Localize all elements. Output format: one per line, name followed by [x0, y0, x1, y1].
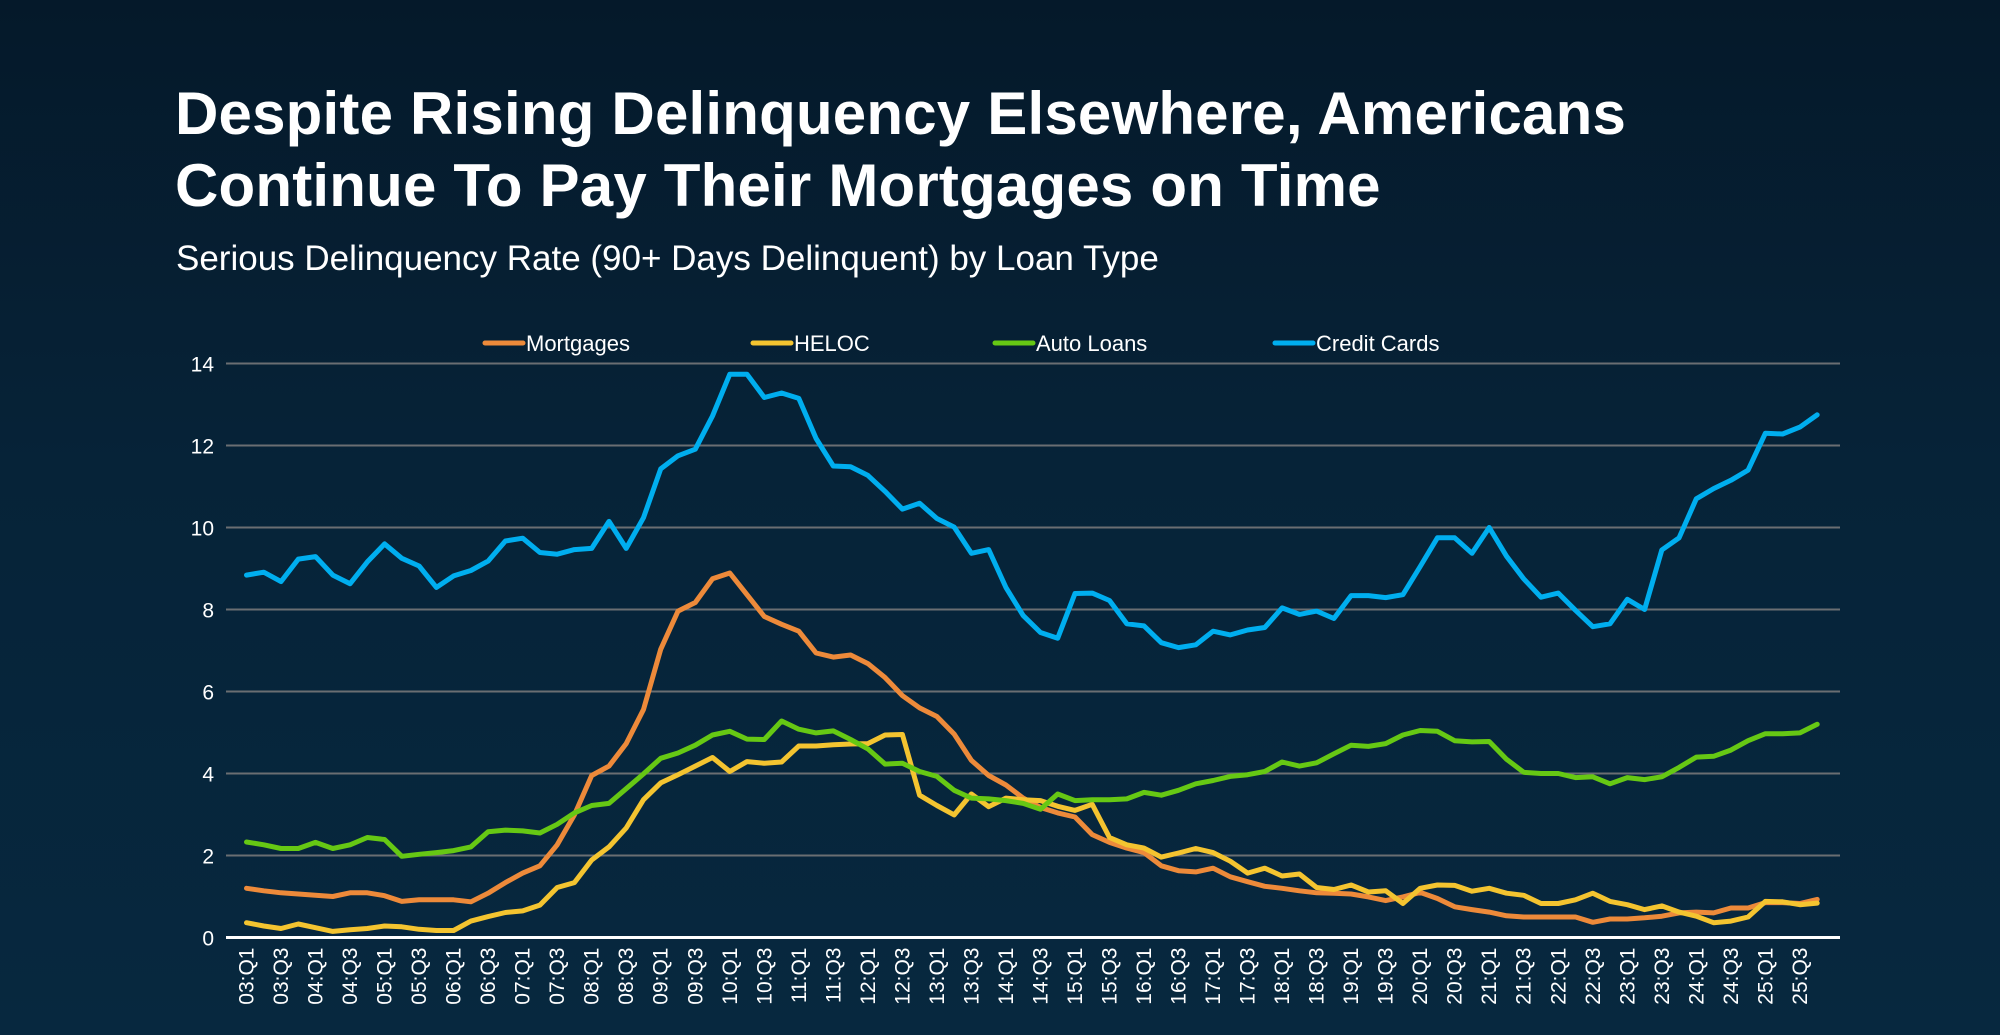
- x-tick-label: 24:Q1: [1685, 948, 1708, 1005]
- x-tick-label: 17:Q3: [1237, 948, 1260, 1005]
- y-tick-label: 4: [202, 764, 214, 787]
- series-line-credit-cards: [244, 371, 1820, 651]
- x-tick-label: 09:Q3: [684, 948, 707, 1005]
- series-lines: [244, 371, 1820, 934]
- series-line-heloc: [244, 732, 1820, 934]
- x-tick-label: 05:Q3: [408, 948, 431, 1005]
- x-tick-label: 10:Q1: [719, 948, 742, 1005]
- x-tick-label: 13:Q1: [926, 948, 949, 1005]
- x-tick-label: 11:Q1: [788, 948, 811, 1004]
- legend-label: Credit Cards: [1316, 331, 1439, 356]
- title-line-1: Despite Rising Delinquency Elsewhere, Am…: [175, 80, 1627, 147]
- x-tick-label: 14:Q1: [995, 948, 1018, 1005]
- y-tick-label: 2: [202, 846, 214, 869]
- x-tick-label: 19:Q1: [1340, 948, 1363, 1005]
- legend: Mortgages HELOC Auto Loans Credit Cards: [482, 331, 1439, 356]
- x-tick-label: 09:Q1: [650, 948, 673, 1005]
- x-tick-label: 21:Q3: [1513, 948, 1536, 1005]
- x-tick-label: 20:Q1: [1409, 948, 1432, 1005]
- y-tick-label: 12: [191, 436, 214, 459]
- x-tick-label: 05:Q1: [374, 948, 397, 1005]
- x-tick-label: 15:Q3: [1099, 948, 1122, 1005]
- legend-item-mortgages: Mortgages: [482, 331, 630, 356]
- y-axis-ticks: 0 2 4 6 8 10 12 14: [191, 354, 215, 951]
- x-tick-label: 03:Q3: [270, 948, 293, 1005]
- x-tick-label: 23:Q3: [1651, 948, 1674, 1005]
- legend-label: HELOC: [794, 331, 870, 356]
- y-tick-label: 14: [191, 354, 215, 377]
- x-tick-label: 20:Q3: [1444, 948, 1467, 1005]
- y-tick-label: 10: [191, 518, 214, 541]
- x-tick-label: 21:Q1: [1478, 948, 1501, 1005]
- x-tick-label: 04:Q1: [305, 948, 328, 1005]
- x-tick-label: 11:Q3: [822, 948, 845, 1004]
- chart-subtitle: Serious Delinquency Rate (90+ Days Delin…: [176, 239, 1159, 278]
- chart-title: Despite Rising Delinquency Elsewhere, Am…: [175, 78, 1626, 222]
- legend-item-auto-loans: Auto Loans: [992, 331, 1147, 356]
- legend-label: Auto Loans: [1036, 331, 1147, 356]
- x-tick-label: 18:Q1: [1271, 948, 1294, 1005]
- x-tick-label: 12:Q3: [891, 948, 914, 1005]
- x-tick-label: 10:Q3: [753, 948, 776, 1005]
- x-tick-label: 16:Q1: [1133, 948, 1156, 1005]
- x-tick-label: 22:Q1: [1547, 948, 1570, 1005]
- x-tick-label: 22:Q3: [1582, 948, 1605, 1005]
- x-tick-label: 24:Q3: [1720, 948, 1743, 1005]
- y-tick-label: 8: [202, 600, 214, 623]
- legend-label: Mortgages: [526, 331, 630, 356]
- x-tick-label: 15:Q1: [1064, 948, 1087, 1005]
- x-tick-label: 25:Q1: [1754, 948, 1777, 1005]
- x-tick-label: 07:Q1: [512, 948, 535, 1005]
- x-tick-label: 13:Q3: [960, 948, 983, 1005]
- gridlines: [226, 362, 1840, 939]
- legend-item-credit-cards: Credit Cards: [1272, 331, 1439, 356]
- x-tick-label: 08:Q3: [615, 948, 638, 1005]
- y-tick-label: 0: [202, 928, 214, 951]
- x-tick-label: 04:Q3: [339, 948, 362, 1005]
- legend-item-heloc: HELOC: [750, 331, 870, 356]
- x-tick-label: 23:Q1: [1616, 948, 1639, 1005]
- x-tick-label: 07:Q3: [546, 948, 569, 1005]
- x-tick-label: 17:Q1: [1202, 948, 1225, 1005]
- x-tick-label: 25:Q3: [1789, 948, 1812, 1005]
- x-tick-label: 06:Q1: [443, 948, 466, 1005]
- x-axis-ticks: 03:Q1 03:Q3 04:Q1 04:Q3 05:Q1 05:Q3 06:Q1 06:Q3…: [236, 948, 1812, 1005]
- series-line-mortgages: [244, 570, 1820, 925]
- x-tick-label: 03:Q1: [236, 948, 259, 1005]
- x-tick-label: 08:Q1: [581, 948, 604, 1005]
- x-tick-label: 16:Q3: [1168, 948, 1191, 1005]
- x-tick-label: 12:Q1: [857, 948, 880, 1005]
- series-line-auto-loans: [244, 718, 1820, 859]
- x-tick-label: 14:Q3: [1029, 948, 1052, 1005]
- x-tick-label: 19:Q3: [1375, 948, 1398, 1005]
- x-tick-label: 06:Q3: [477, 948, 500, 1005]
- y-tick-label: 6: [202, 682, 214, 705]
- title-line-2: Continue To Pay Their Mortgages on Time: [175, 152, 1381, 219]
- x-tick-label: 18:Q3: [1306, 948, 1329, 1005]
